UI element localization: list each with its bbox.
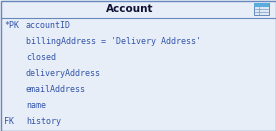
Text: deliveryAddress: deliveryAddress — [26, 70, 101, 78]
Bar — [254, 3, 269, 7]
Text: name: name — [26, 102, 46, 111]
Text: closed: closed — [26, 53, 56, 62]
Text: FK: FK — [4, 118, 14, 127]
Text: Account: Account — [106, 4, 153, 14]
Text: *PK: *PK — [4, 21, 19, 31]
Text: history: history — [26, 118, 61, 127]
Text: billingAddress = 'Delivery Address': billingAddress = 'Delivery Address' — [26, 37, 201, 47]
Bar — [254, 3, 269, 15]
Text: emailAddress: emailAddress — [26, 86, 86, 94]
Text: accountID: accountID — [26, 21, 71, 31]
Bar — [0, 0, 276, 18]
